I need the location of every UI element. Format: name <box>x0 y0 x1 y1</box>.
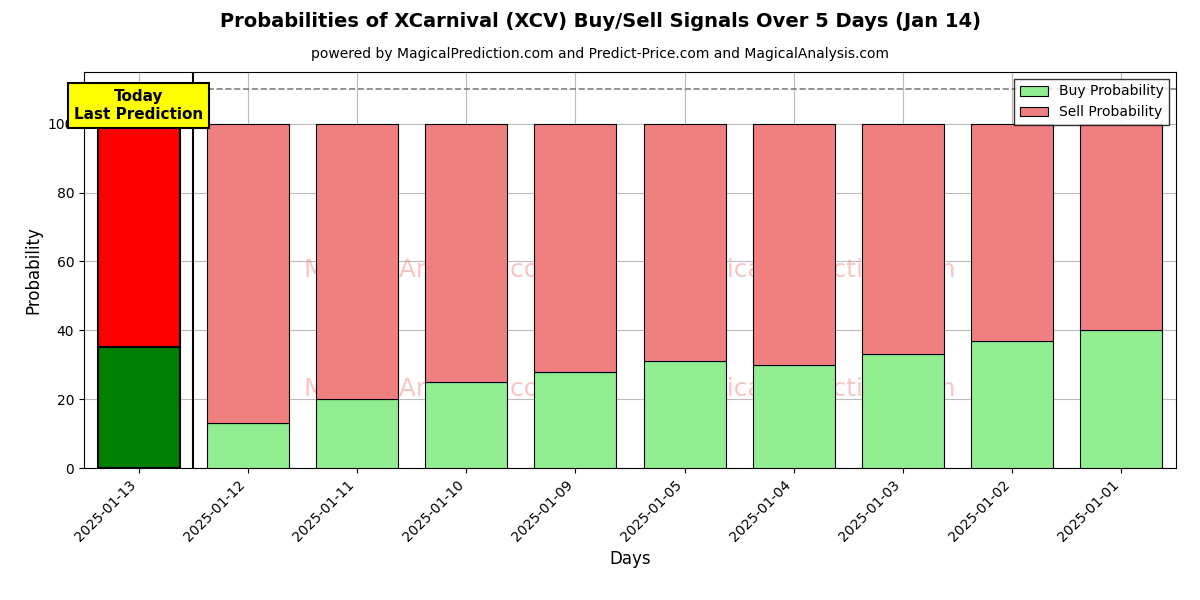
X-axis label: Days: Days <box>610 550 650 568</box>
Bar <box>1080 330 1163 468</box>
Bar <box>97 124 180 347</box>
Bar <box>862 355 944 468</box>
Bar <box>425 124 508 382</box>
Text: MagicalAnalysis.com: MagicalAnalysis.com <box>304 377 564 401</box>
Bar <box>534 124 617 371</box>
Bar <box>643 124 726 361</box>
Bar <box>316 399 398 468</box>
Text: Probabilities of XCarnival (XCV) Buy/Sell Signals Over 5 Days (Jan 14): Probabilities of XCarnival (XCV) Buy/Sel… <box>220 12 980 31</box>
Bar <box>971 341 1054 468</box>
Bar <box>752 365 835 468</box>
Text: MagicalPrediction.com: MagicalPrediction.com <box>674 258 956 282</box>
Text: MagicalAnalysis.com: MagicalAnalysis.com <box>304 258 564 282</box>
Bar <box>643 361 726 468</box>
Bar <box>1080 124 1163 330</box>
Bar <box>971 124 1054 341</box>
Legend: Buy Probability, Sell Probability: Buy Probability, Sell Probability <box>1014 79 1169 125</box>
Bar <box>425 382 508 468</box>
Bar <box>752 124 835 365</box>
Bar <box>206 124 289 423</box>
Y-axis label: Probability: Probability <box>24 226 42 314</box>
Text: MagicalPrediction.com: MagicalPrediction.com <box>674 377 956 401</box>
Bar <box>316 124 398 399</box>
Bar <box>534 371 617 468</box>
Text: powered by MagicalPrediction.com and Predict-Price.com and MagicalAnalysis.com: powered by MagicalPrediction.com and Pre… <box>311 47 889 61</box>
Text: Today
Last Prediction: Today Last Prediction <box>74 89 203 122</box>
Bar <box>206 423 289 468</box>
Bar <box>862 124 944 355</box>
Bar <box>97 347 180 468</box>
